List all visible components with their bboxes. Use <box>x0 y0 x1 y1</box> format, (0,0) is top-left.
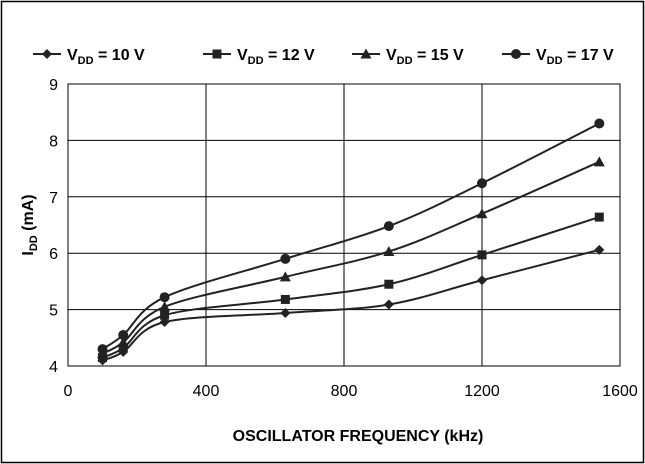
legend-item-diamond: VDD = 10 V <box>33 47 145 67</box>
data-point-square <box>594 212 604 222</box>
legend-label: VDD = 15 V <box>386 47 464 67</box>
data-point-square <box>477 250 487 260</box>
legend-label-sub: DD <box>547 55 563 67</box>
data-point-circle <box>280 253 291 264</box>
y-axis-title: IDD (mA) <box>20 194 40 255</box>
data-point-triangle <box>383 246 395 257</box>
data-point-circle <box>383 221 394 232</box>
data-point-circle <box>477 178 487 189</box>
data-point-square <box>160 310 170 320</box>
data-point-circle <box>594 118 605 129</box>
legend-label: VDD = 10 V <box>67 47 145 67</box>
y-tick-label: 6 <box>49 246 58 263</box>
legend-label-main: V <box>386 47 397 64</box>
y-tick-label: 9 <box>49 77 58 94</box>
legend-label: VDD = 17 V <box>536 47 614 67</box>
legend-label-sub: DD <box>248 55 264 67</box>
legend-label-main: V <box>237 47 248 64</box>
y-tick-label: 7 <box>49 190 58 207</box>
legend-item-square: VDD = 12 V <box>203 47 315 67</box>
data-point-triangle <box>159 301 171 312</box>
data-point-diamond <box>280 307 291 318</box>
data-point-diamond <box>383 299 394 310</box>
x-axis-title: OSCILLATOR FREQUENCY (kHz) <box>233 428 484 445</box>
legend-label-rest: = 15 V <box>413 47 464 64</box>
legend-label-rest: = 12 V <box>264 47 315 64</box>
y-tick-label: 8 <box>49 133 58 150</box>
data-point-diamond <box>477 275 487 286</box>
y-tick-labels: 4 5 6 7 8 9 <box>49 77 58 376</box>
y-axis-title-sub: DD <box>28 235 40 251</box>
y-tick-label: 5 <box>49 303 58 320</box>
x-tick-label: 0 <box>64 383 73 400</box>
legend-label-sub: DD <box>397 55 413 67</box>
data-point-diamond <box>594 244 605 255</box>
x-tick-labels: 0 400 800 1200 1600 <box>64 383 638 400</box>
data-point-circle <box>97 344 108 355</box>
legend-marker-circle <box>511 49 521 59</box>
series-circle <box>97 118 605 355</box>
legend-label: VDD = 12 V <box>237 47 315 67</box>
legend-label-main: V <box>67 47 78 64</box>
data-point-circle <box>159 292 170 303</box>
legend-item-circle: VDD = 17 V <box>502 47 614 67</box>
series-line-triangle <box>102 160 600 355</box>
legend-label-sub: DD <box>78 55 94 67</box>
data-point-square <box>280 294 290 304</box>
legend-item-triangle: VDD = 15 V <box>352 47 464 67</box>
x-tick-label: 400 <box>193 383 220 400</box>
series-line-circle <box>101 122 600 350</box>
data-point-triangle <box>117 336 129 347</box>
legend-marker-square <box>212 49 222 59</box>
plot-area-border <box>67 83 621 367</box>
series-layer <box>97 118 605 366</box>
data-point-square <box>384 279 394 289</box>
data-point-triangle <box>593 156 605 167</box>
x-tick-label: 1600 <box>602 383 638 400</box>
x-tick-label: 800 <box>331 383 358 400</box>
data-point-square <box>118 343 128 353</box>
x-tick-label: 1200 <box>464 383 500 400</box>
legend-marker-triangle <box>360 48 372 59</box>
legend-marker-diamond <box>42 49 52 59</box>
legend-label-rest: = 10 V <box>94 47 145 64</box>
legend-label-main: V <box>536 47 547 64</box>
data-point-circle <box>118 329 129 340</box>
y-axis-title-unit: (mA) <box>20 194 37 235</box>
y-tick-label: 4 <box>49 359 58 376</box>
legend: VDD = 10 V VDD = 12 V VDD = 15 V VDD = 17 V <box>33 47 614 67</box>
data-point-triangle <box>279 271 291 282</box>
legend-label-rest: = 17 V <box>563 47 614 64</box>
data-point-triangle <box>476 208 488 219</box>
y-axis-title-main: I <box>20 251 37 255</box>
